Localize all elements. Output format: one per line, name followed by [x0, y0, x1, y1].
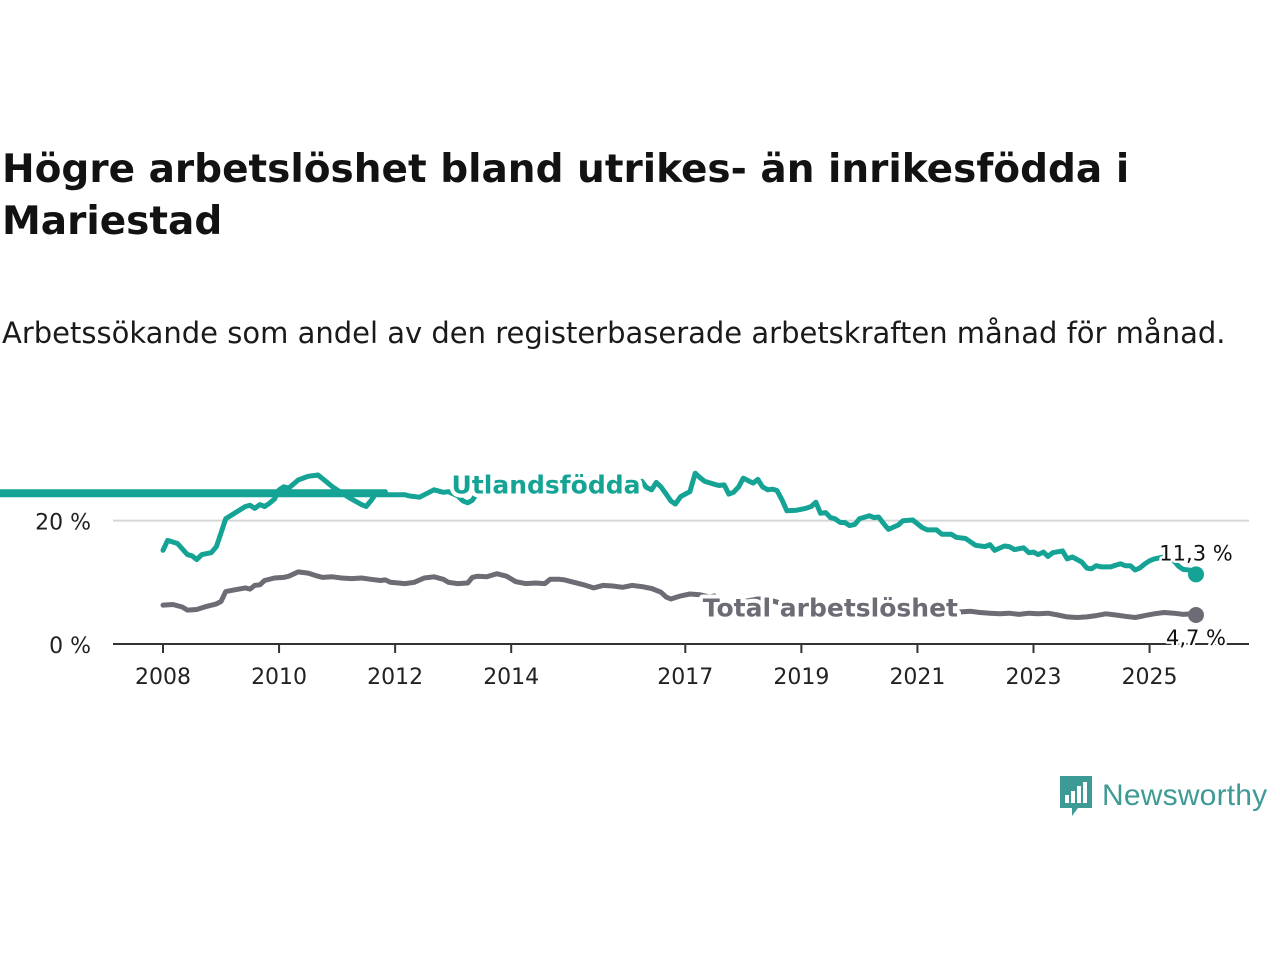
series-end-marker-0 [1188, 566, 1204, 583]
series-end-label-0: 11,3 % [1159, 541, 1232, 565]
series-name-label-0: Utlandsfödda [452, 470, 641, 499]
x-tick-label: 2023 [1006, 665, 1062, 690]
x-tick-label: 2019 [773, 665, 829, 690]
series-end-marker-1 [1188, 607, 1204, 624]
x-tick-label: 2025 [1122, 665, 1178, 690]
y-tick-label: 0 % [49, 634, 91, 659]
chart-subtitle: Arbetssökande som andel av den registerb… [2, 316, 1226, 350]
series-line-0 [0, 470, 1199, 577]
brand-name: Newsworthy [1102, 779, 1268, 812]
y-tick-label: 20 % [35, 511, 91, 536]
x-tick-label: 2010 [251, 665, 307, 690]
newsworthy-brand[interactable]: Newsworthy [1058, 774, 1267, 818]
x-tick-label: 2014 [483, 665, 539, 690]
x-tick-label: 2017 [657, 665, 713, 690]
bar-chart-speech-bubble-icon [1060, 776, 1092, 816]
x-tick-label: 2008 [135, 665, 191, 690]
chart-title: Högre arbetslöshet bland utrikes- än inr… [2, 147, 1130, 244]
x-tick-label: 2012 [367, 665, 423, 690]
series-name-label-1: Total arbetslöshet [703, 594, 958, 623]
x-tick-label: 2021 [889, 665, 945, 690]
series-line-1 [160, 569, 1199, 620]
series-end-label-1: 4,7 % [1166, 626, 1226, 650]
